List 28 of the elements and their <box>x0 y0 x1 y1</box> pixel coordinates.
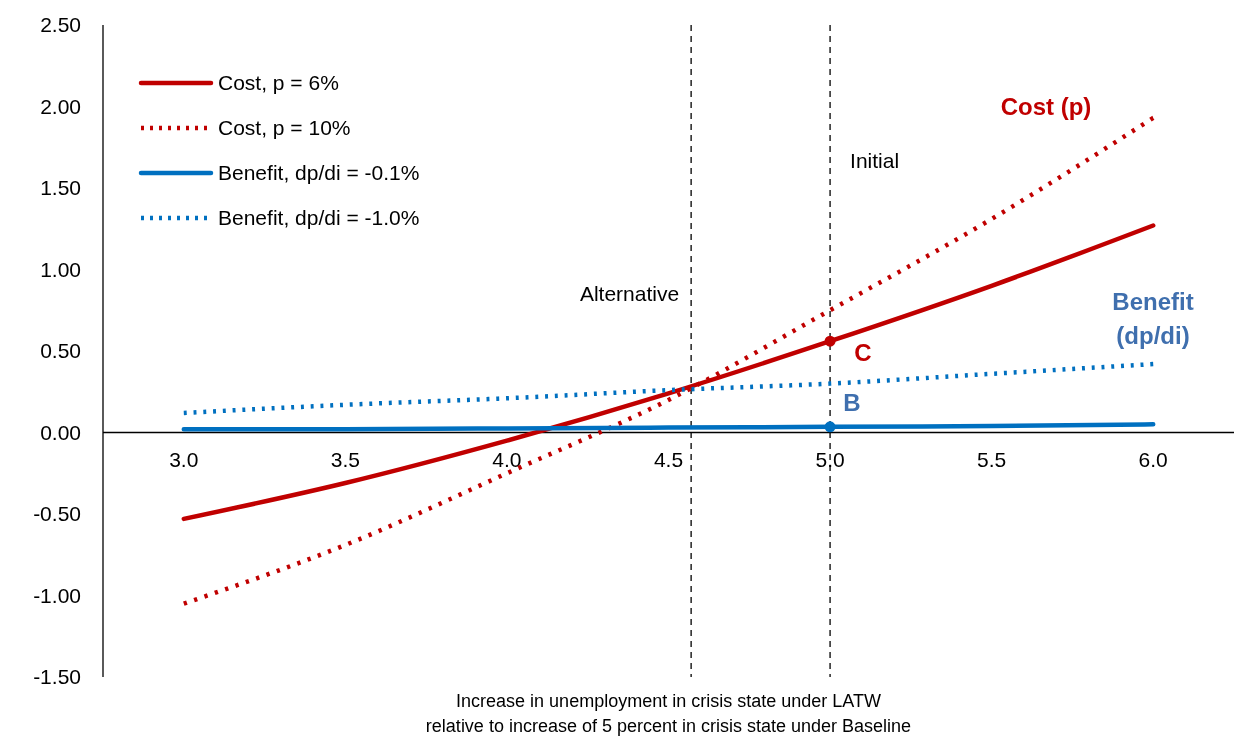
y-tick-label: -1.00 <box>33 583 81 607</box>
y-tick-label: 0.50 <box>40 339 81 363</box>
annotation: Benefit (dp/di) <box>1112 288 1194 349</box>
x-tick-label: 6.0 <box>1138 447 1168 471</box>
annotation: Cost (p) <box>1000 93 1092 120</box>
y-tick-label: 1.50 <box>40 176 81 200</box>
x-tick-label: 5.0 <box>815 447 845 471</box>
legend-label: Cost, p = 6% <box>218 71 339 95</box>
x-tick-label: 4.0 <box>492 447 522 471</box>
annotation: C <box>854 339 872 366</box>
annotation: B <box>843 389 861 416</box>
legend-label: Benefit, dp/di = -0.1% <box>218 161 420 185</box>
x-tick-label: 4.5 <box>653 447 684 471</box>
line-series <box>181 361 1156 416</box>
y-tick-label: -0.50 <box>33 502 81 526</box>
legend-label: Benefit, dp/di = -1.0% <box>218 206 420 230</box>
x-axis-title: Increase in unemployment in crisis state under LATW relative to increase of 5 percent in crisis state under Baseline <box>425 691 912 736</box>
x-tick-label: 5.5 <box>977 447 1007 471</box>
ref-line-label: Initial <box>850 149 900 172</box>
y-tick-label: 2.50 <box>40 13 81 37</box>
x-tick-label: 3.5 <box>330 447 360 471</box>
x-tick-label: 3.0 <box>169 447 199 471</box>
legend-label: Cost, p = 10% <box>218 116 351 140</box>
ref-line-label: Alternative <box>579 282 680 305</box>
y-tick-label: 0.00 <box>40 420 81 444</box>
y-tick-label: 2.00 <box>40 94 81 118</box>
y-tick-label: -1.50 <box>33 665 81 689</box>
y-tick-label: 1.00 <box>40 257 81 281</box>
